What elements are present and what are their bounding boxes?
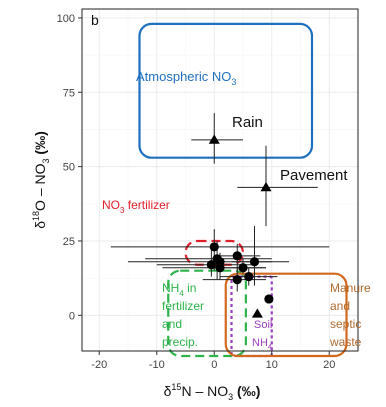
svg-text:NH4: NH4	[252, 337, 272, 351]
manure-label: Manure and septic waste	[329, 281, 371, 349]
manure-label-line1: Manure	[330, 281, 371, 295]
y-axis-title-group: δ18O – NO3 (‰)	[31, 131, 51, 229]
x-axis-title-superscript: 15	[171, 382, 181, 392]
fertilizer-label-main: NO	[102, 198, 120, 212]
manure-label-line4: waste	[329, 335, 362, 349]
soil-label-main: NH	[252, 337, 268, 349]
y-axis-title-delta: δ	[32, 221, 48, 229]
rain-label: Rain	[232, 114, 263, 131]
axis-ticks: -20 -10 0 10 20 0 25 50 75 100	[57, 13, 336, 371]
svg-text:NH4 in: NH4 in	[162, 281, 196, 298]
x-axis-title-main: N – NO	[181, 383, 228, 399]
data-point	[249, 257, 260, 267]
data-point	[232, 251, 242, 261]
y-tick-label: 100	[57, 13, 75, 25]
x-axis-title: δ15N – NO3 (‰)	[164, 382, 261, 402]
region-nh4	[167, 269, 247, 358]
data-triangle	[251, 308, 263, 318]
x-axis-title-unit: (‰)	[233, 383, 260, 399]
atmospheric-label: Atmospheric NO3	[136, 69, 236, 87]
soil-label-subscript: 4	[268, 344, 272, 351]
y-tick-label: 0	[69, 310, 75, 322]
data-triangle	[260, 181, 272, 192]
plot-border	[81, 8, 359, 352]
nh4-label-line2: fertilizer	[162, 299, 204, 313]
soil-label: Soil NH4	[252, 319, 272, 351]
x-tick-label: -20	[91, 359, 107, 371]
fertilizer-label-rest: fertilizer	[124, 198, 169, 212]
manure-label-line2: and	[330, 299, 350, 313]
data-point	[238, 263, 248, 273]
data-triangle	[208, 134, 220, 144]
nh4-label-line3: and	[162, 317, 182, 331]
x-axis-title-delta: δ	[164, 383, 172, 399]
atmospheric-label-main: Atmospheric NO	[136, 69, 231, 84]
y-tick-label: 25	[63, 236, 75, 248]
data-points	[206, 134, 274, 318]
data-point	[264, 294, 274, 304]
region-atmospheric	[138, 22, 314, 159]
pavement-label: Pavement	[280, 167, 348, 184]
x-axis-title-subscript: 3	[228, 392, 233, 402]
y-axis-title-unit: (‰)	[32, 131, 48, 158]
y-tick-label: 75	[63, 87, 75, 99]
nh4-label-main: NH	[162, 281, 179, 295]
y-axis-title-superscript: 18	[31, 211, 41, 221]
nh4-label-subscript: 4	[179, 289, 184, 298]
data-point	[232, 275, 242, 285]
nh4-label: NH4 in fertilizer and precip.	[162, 281, 204, 349]
data-point	[206, 260, 216, 270]
x-tick-label: -10	[149, 359, 165, 371]
region-manure	[224, 272, 348, 358]
x-tick-label: 0	[211, 359, 217, 371]
soil-label-line1: Soil	[254, 319, 272, 331]
x-tick-label: 20	[323, 359, 335, 371]
y-axis-title-main: O – NO	[32, 163, 48, 211]
y-tick-label: 50	[63, 162, 75, 174]
nh4-label-in: in	[184, 281, 197, 295]
fertilizer-label: NO3 fertilizer	[102, 198, 170, 215]
data-point	[209, 242, 219, 252]
atmospheric-label-subscript: 3	[231, 77, 236, 87]
nh4-label-line4: precip.	[162, 335, 198, 349]
data-point	[244, 272, 254, 282]
data-point	[215, 263, 225, 273]
manure-label-line3: septic	[330, 317, 361, 331]
y-axis-title-subscript: 3	[41, 158, 51, 163]
x-tick-label: 10	[266, 359, 278, 371]
fertilizer-label-subscript: 3	[120, 206, 125, 215]
panel-label: b	[91, 12, 99, 28]
y-axis-title: δ18O – NO3 (‰)	[31, 131, 51, 229]
